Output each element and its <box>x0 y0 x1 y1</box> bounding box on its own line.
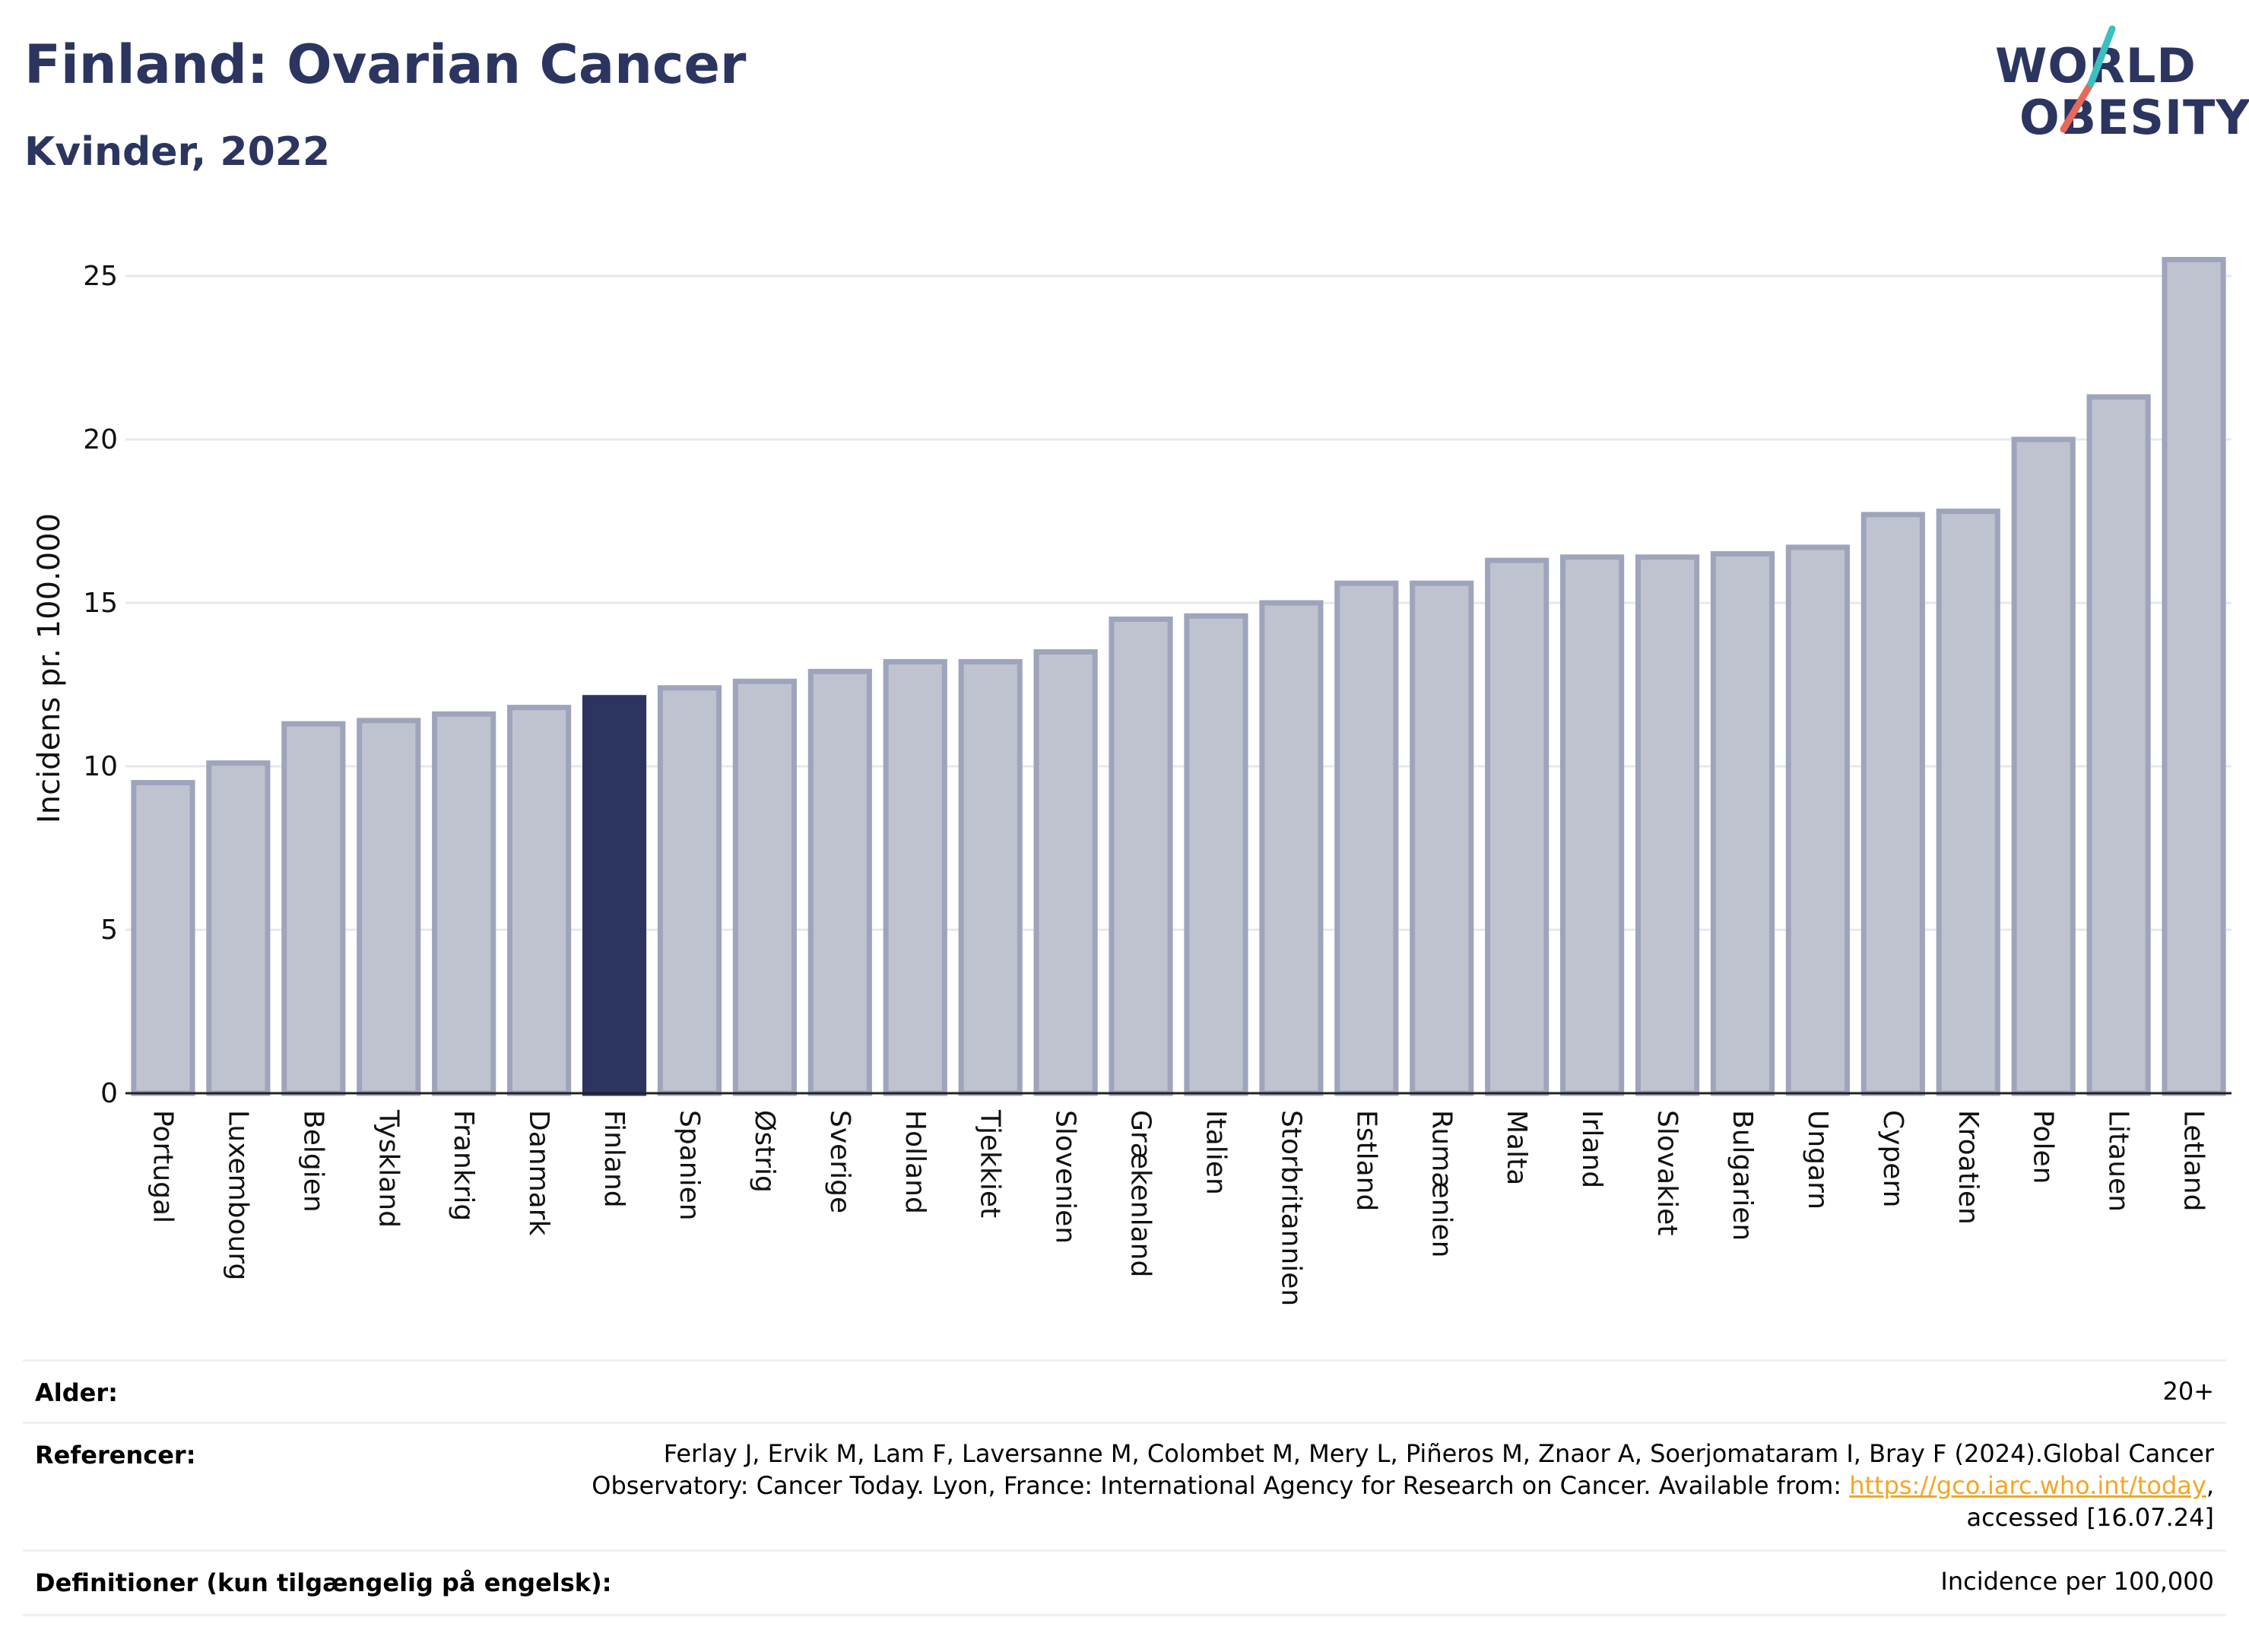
x-tick-label: Cypern <box>1877 1110 1908 1207</box>
y-tick-label: 10 <box>83 751 118 782</box>
bar-letland <box>2162 257 2226 1096</box>
bar-slovenien <box>1033 649 1098 1096</box>
bar-litauen <box>2086 394 2151 1096</box>
x-tick-label: Rumænien <box>1426 1110 1457 1257</box>
x-tick-label: Østrig <box>749 1110 780 1193</box>
bar-kroatien <box>1936 509 2000 1096</box>
bar-storbritannien <box>1259 600 1324 1096</box>
bar-belgien <box>281 721 346 1096</box>
bar-tjekkiet <box>958 658 1023 1096</box>
x-tick-label: Polen <box>2028 1110 2059 1184</box>
x-tick-label: Kroatien <box>1952 1110 1984 1225</box>
x-tick-label: Litauen <box>2103 1110 2134 1212</box>
reference-line3: accessed [16.07.24] <box>1966 1503 2214 1532</box>
bar-finland <box>582 695 647 1096</box>
reference-line2-end: , <box>2206 1471 2214 1500</box>
x-tick-label: Belgien <box>297 1110 328 1213</box>
reference-line1: Ferlay J, Ervik M, Lam F, Laversanne M, … <box>663 1439 2214 1468</box>
x-tick-label: Holland <box>899 1110 931 1214</box>
bar-chart: 0 5 10 15 20 25 Incidens pr. 100.000 Portugal Lu… <box>32 257 2232 1306</box>
bar-malta <box>1485 557 1550 1096</box>
bar-sverige <box>807 668 872 1096</box>
bar-luxembourg <box>206 760 271 1096</box>
x-tick-label: Bulgarien <box>1727 1110 1758 1241</box>
x-tick-label: Letland <box>2178 1110 2209 1211</box>
x-tick-label: Slovenien <box>1050 1110 1081 1244</box>
bar-bulgarien <box>1710 551 1775 1096</box>
bar-grækenland <box>1109 617 1173 1096</box>
bar-polen <box>2011 436 2076 1096</box>
x-tick-label: Irland <box>1576 1110 1607 1188</box>
x-tick-label: Luxembourg <box>222 1110 253 1280</box>
page-subtitle: Kvinder, 2022 <box>24 129 331 175</box>
bar-tyskland <box>357 718 421 1096</box>
x-tick-label: Frankrig <box>448 1110 479 1221</box>
age-value: 20+ <box>2162 1377 2214 1406</box>
x-tick-label: Grækenland <box>1125 1110 1156 1277</box>
definition-row: Definitioner (kun tilgængelig på engelsk… <box>23 1549 2226 1616</box>
x-tick-label: Sverige <box>824 1110 855 1213</box>
x-tick-label: Italien <box>1200 1110 1231 1195</box>
bar-spanien <box>657 685 722 1096</box>
definition-value: Incidence per 100,000 <box>1940 1567 2214 1596</box>
bar-frankrig <box>432 711 496 1096</box>
x-tick-label: Finland <box>598 1110 630 1208</box>
bar-østrig <box>732 678 797 1096</box>
y-tick-label: 20 <box>83 424 118 455</box>
x-tick-label: Danmark <box>523 1110 554 1236</box>
y-axis-label: Incidens pr. 100.000 <box>32 513 67 823</box>
age-label: Alder: <box>35 1378 118 1407</box>
page-title: Finland: Ovarian Cancer <box>24 33 747 96</box>
bar-danmark <box>507 705 572 1096</box>
x-tick-label: Estland <box>1350 1110 1381 1211</box>
world-obesity-logo: WORLD OBESITY <box>1984 23 2249 160</box>
bar-holland <box>883 658 947 1096</box>
x-tick-label: Tyskland <box>373 1109 404 1228</box>
bar-cypern <box>1860 512 1925 1096</box>
logo-slash-icon <box>2060 25 2116 133</box>
y-tick-label: 5 <box>100 915 118 946</box>
bar-irland <box>1560 554 1625 1096</box>
bar-rumænien <box>1410 580 1474 1096</box>
y-tick-label: 0 <box>100 1078 118 1109</box>
age-row: Alder: 20+ <box>23 1359 2226 1424</box>
bar-italien <box>1184 613 1248 1096</box>
x-tick-label: Portugal <box>147 1110 178 1223</box>
y-tick-label: 15 <box>83 588 118 619</box>
x-tick-label: Slovakiet <box>1651 1110 1683 1235</box>
y-tick-label: 25 <box>83 261 118 292</box>
x-tick-label: Ungarn <box>1802 1110 1833 1210</box>
bar-portugal <box>131 780 195 1096</box>
reference-line2: Observatory: Cancer Today. Lyon, France:… <box>592 1470 2214 1501</box>
reference-line2-text: Observatory: Cancer Today. Lyon, France:… <box>592 1471 1850 1500</box>
definition-label: Definitioner (kun tilgængelig på engelsk… <box>35 1568 612 1597</box>
reference-value: Ferlay J, Ervik M, Lam F, Laversanne M, … <box>592 1438 2214 1533</box>
x-tick-label: Spanien <box>674 1110 705 1221</box>
bar-estland <box>1334 580 1399 1096</box>
bar-slovakiet <box>1635 554 1700 1096</box>
reference-link[interactable]: https://gco.iarc.who.int/today <box>1849 1471 2206 1500</box>
x-tick-label: Storbritannien <box>1275 1110 1306 1306</box>
logo-line2: OBESITY <box>2019 90 2249 145</box>
bar-ungarn <box>1785 544 1850 1096</box>
x-tick-label: Malta <box>1501 1110 1532 1185</box>
reference-row: Referencer: Ferlay J, Ervik M, Lam F, La… <box>23 1422 2226 1552</box>
x-tick-label: Tjekkiet <box>975 1109 1006 1218</box>
reference-label: Referencer: <box>35 1441 196 1470</box>
